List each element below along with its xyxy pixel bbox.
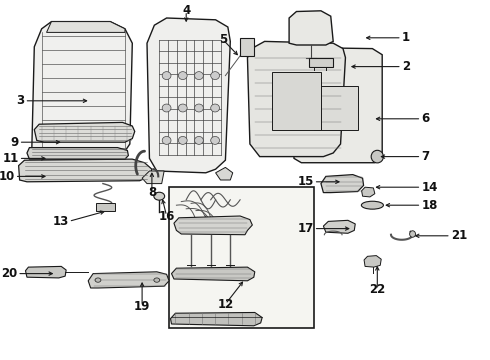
Bar: [96, 203, 115, 211]
Ellipse shape: [178, 72, 187, 80]
Ellipse shape: [162, 136, 171, 144]
Text: 16: 16: [158, 210, 175, 222]
Text: 5: 5: [219, 33, 227, 46]
Text: 11: 11: [2, 152, 19, 165]
Polygon shape: [171, 312, 262, 326]
Text: 12: 12: [217, 298, 234, 311]
Polygon shape: [47, 22, 125, 32]
Polygon shape: [142, 171, 164, 184]
Bar: [314, 86, 358, 130]
Polygon shape: [32, 22, 132, 160]
Polygon shape: [27, 148, 128, 159]
Text: 10: 10: [0, 170, 15, 183]
Text: 21: 21: [451, 229, 467, 242]
Ellipse shape: [162, 72, 171, 80]
Ellipse shape: [162, 104, 171, 112]
Ellipse shape: [371, 150, 384, 163]
Text: 1: 1: [402, 31, 410, 44]
Ellipse shape: [154, 192, 165, 200]
Text: 3: 3: [16, 94, 24, 107]
Text: 13: 13: [52, 215, 69, 228]
Bar: [272, 72, 321, 130]
Text: 15: 15: [297, 175, 314, 188]
Polygon shape: [174, 216, 252, 235]
Ellipse shape: [362, 201, 383, 209]
Bar: [240, 38, 254, 56]
Polygon shape: [362, 187, 375, 197]
Polygon shape: [323, 220, 355, 233]
Text: 6: 6: [421, 112, 430, 125]
Ellipse shape: [95, 278, 101, 282]
Ellipse shape: [195, 136, 203, 144]
Text: 19: 19: [134, 300, 150, 312]
Ellipse shape: [195, 72, 203, 80]
Polygon shape: [34, 122, 135, 142]
Text: 9: 9: [10, 136, 19, 149]
Text: 14: 14: [421, 181, 438, 194]
Polygon shape: [364, 256, 381, 267]
Polygon shape: [88, 272, 169, 288]
Bar: [309, 58, 333, 67]
Text: 4: 4: [182, 4, 190, 17]
Polygon shape: [289, 11, 333, 45]
Text: 17: 17: [297, 222, 314, 235]
Ellipse shape: [211, 104, 220, 112]
Ellipse shape: [211, 72, 220, 80]
Text: 22: 22: [369, 283, 386, 296]
Polygon shape: [172, 267, 255, 281]
Ellipse shape: [195, 104, 203, 112]
Ellipse shape: [154, 278, 160, 282]
Text: 18: 18: [421, 199, 438, 212]
Bar: [169, 187, 314, 328]
Ellipse shape: [178, 136, 187, 144]
Text: 8: 8: [148, 186, 156, 199]
Polygon shape: [147, 18, 230, 173]
Text: 7: 7: [421, 150, 430, 163]
Ellipse shape: [410, 231, 416, 237]
Polygon shape: [216, 167, 233, 180]
Polygon shape: [292, 48, 382, 163]
Ellipse shape: [211, 136, 220, 144]
Polygon shape: [19, 159, 152, 182]
Text: 2: 2: [402, 60, 410, 73]
Text: 20: 20: [1, 267, 17, 280]
Polygon shape: [247, 41, 345, 157]
Ellipse shape: [178, 104, 187, 112]
Polygon shape: [321, 175, 364, 193]
Polygon shape: [25, 266, 66, 278]
